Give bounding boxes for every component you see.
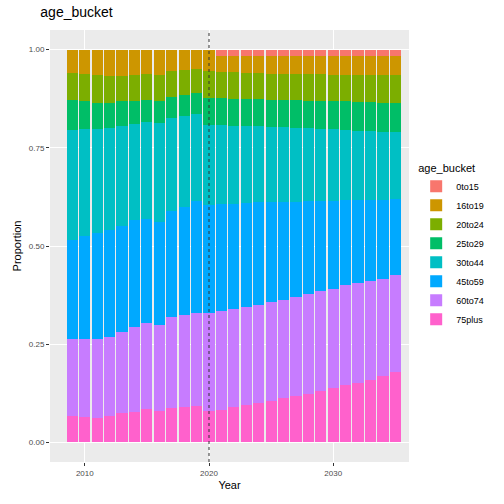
svg-text:2020: 2020 [200, 469, 218, 478]
svg-text:0.25: 0.25 [29, 340, 45, 349]
svg-text:45to59: 45to59 [456, 277, 484, 287]
svg-text:1.00: 1.00 [29, 45, 45, 54]
svg-text:0.75: 0.75 [29, 144, 45, 153]
svg-text:2030: 2030 [324, 469, 342, 478]
svg-text:30to44: 30to44 [456, 258, 484, 268]
svg-text:20to24: 20to24 [456, 220, 484, 230]
svg-text:16to19: 16to19 [456, 201, 484, 211]
svg-text:25to29: 25to29 [456, 239, 484, 249]
svg-text:Proportion: Proportion [11, 221, 23, 272]
svg-text:age_bucket: age_bucket [418, 162, 475, 174]
svg-text:75plus: 75plus [456, 315, 483, 325]
svg-text:Year: Year [218, 479, 241, 491]
svg-text:age_bucket: age_bucket [40, 4, 113, 20]
svg-text:0.00: 0.00 [29, 438, 45, 447]
svg-text:0.50: 0.50 [29, 242, 45, 251]
svg-text:2010: 2010 [76, 469, 94, 478]
svg-text:60to74: 60to74 [456, 296, 484, 306]
svg-text:0to15: 0to15 [456, 182, 479, 192]
